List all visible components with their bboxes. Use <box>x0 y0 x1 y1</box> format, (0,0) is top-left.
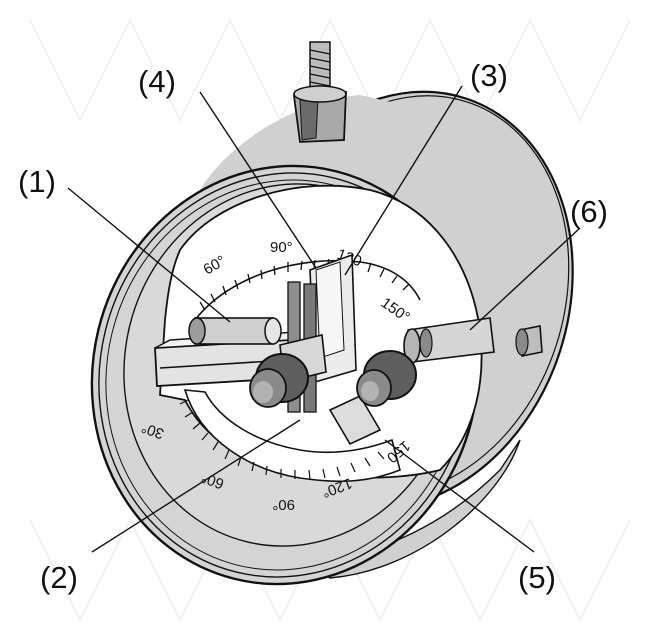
lower-scale-label: 30° <box>139 418 166 442</box>
lower-scale-label: 60° <box>199 468 226 492</box>
leader-lines <box>67 85 581 553</box>
callout-label: (5) <box>518 560 556 595</box>
callout-label: (2) <box>40 560 78 595</box>
callout-label: (1) <box>18 164 56 199</box>
upper-scale-label: 90° <box>270 239 293 256</box>
callout-label: (4) <box>138 64 176 99</box>
callout-label: (3) <box>470 58 508 93</box>
cylinder-body <box>200 95 470 190</box>
lower-scale-label: 90° <box>272 496 295 513</box>
left-knob <box>249 353 309 408</box>
mounting-screw <box>292 41 347 143</box>
lower-scale-disk: 30° 60° 90° 120° 150 <box>139 389 413 513</box>
right-knob <box>328 350 417 446</box>
callout-label: (6) <box>570 194 608 229</box>
callout-labels: (1) (2) (3) (4) (5) (6) <box>18 58 608 595</box>
